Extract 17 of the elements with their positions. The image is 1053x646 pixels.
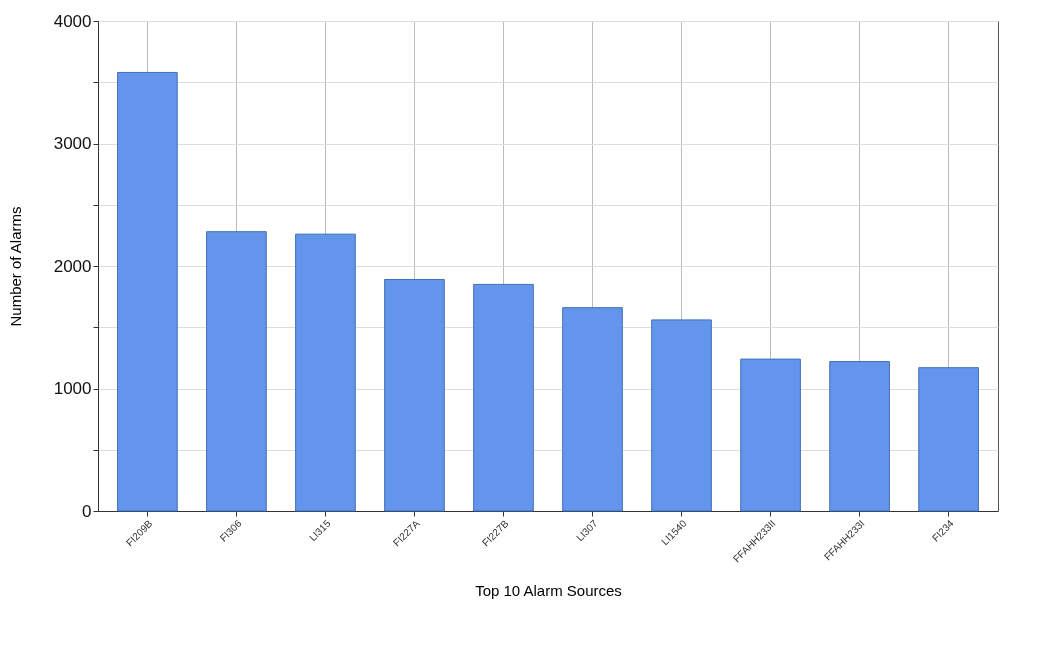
y-tick-label: 2000 <box>53 256 92 276</box>
y-tick-label: 0 <box>82 501 92 521</box>
bar <box>206 231 267 512</box>
bar <box>117 71 178 512</box>
y-tick-label: 4000 <box>53 11 92 31</box>
y-tick-label: 1000 <box>53 379 92 398</box>
bar <box>740 358 801 512</box>
x-axis-title: Top 10 Alarm Sources <box>475 582 622 600</box>
y-axis-title: Number of Alarms <box>6 206 24 327</box>
y-tick-label: 3000 <box>53 134 92 153</box>
bar <box>295 233 356 512</box>
bar <box>384 278 445 512</box>
bar <box>829 361 890 512</box>
bar <box>473 283 534 512</box>
bar <box>918 367 979 512</box>
bar <box>562 307 623 512</box>
bar <box>651 319 712 512</box>
